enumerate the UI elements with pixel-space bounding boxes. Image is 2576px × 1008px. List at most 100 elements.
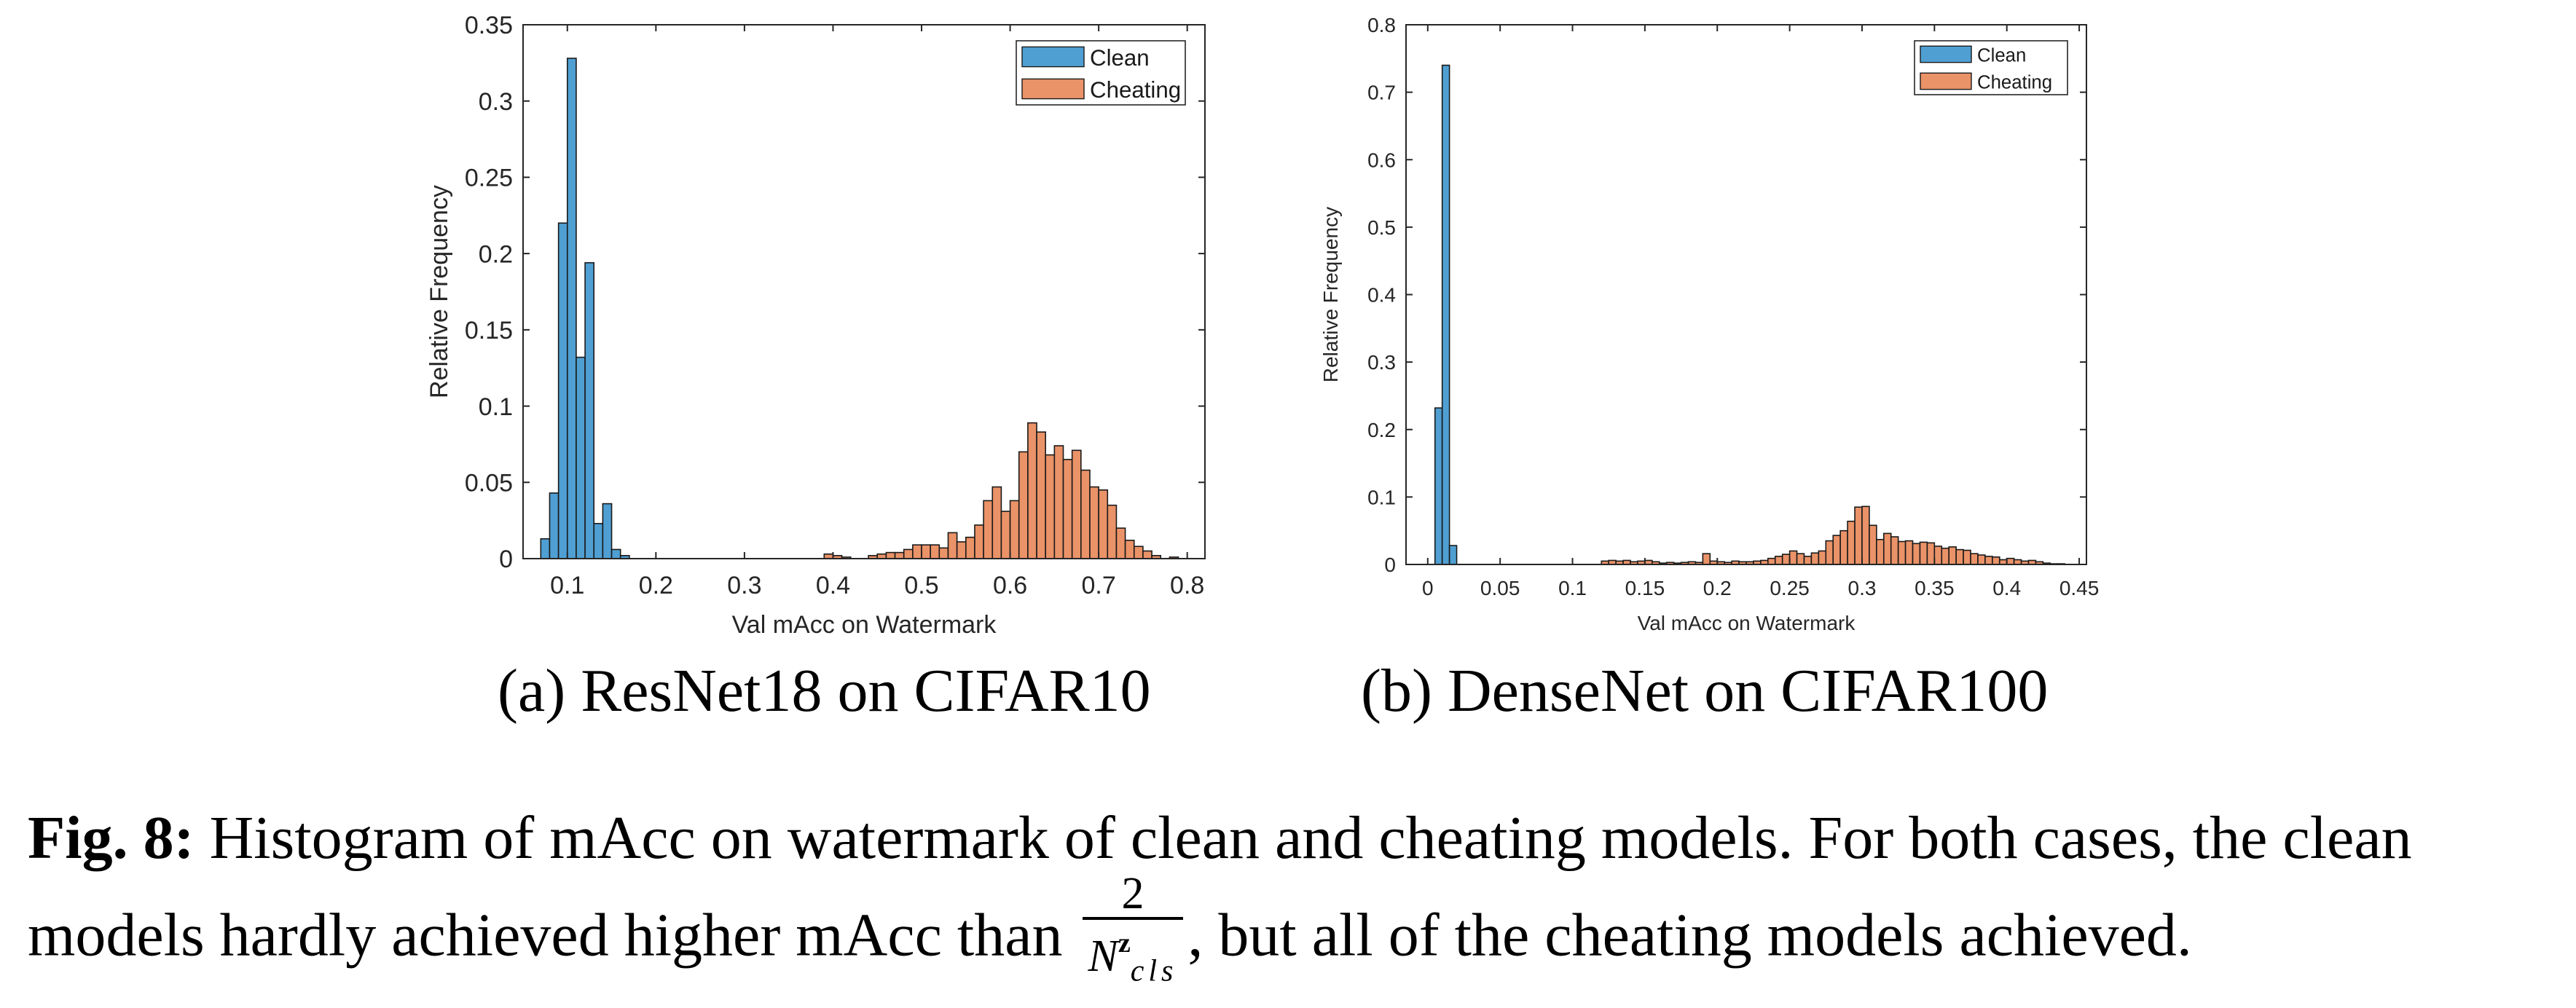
histogram-bar — [1124, 540, 1135, 559]
histogram-bar — [1977, 554, 1986, 565]
caption-text-before: Histogram of mAcc on watermark of clean … — [28, 804, 2412, 969]
histogram-bar — [991, 486, 1002, 559]
histogram-bar — [1984, 556, 1993, 565]
y-tick-label: 0.35 — [465, 12, 513, 39]
histogram-bar — [1963, 549, 1971, 565]
histogram-bar — [602, 503, 613, 559]
histogram-bar — [2006, 557, 2015, 565]
y-tick-label: 0.8 — [1367, 14, 1396, 36]
y-tick-label: 0.7 — [1367, 82, 1396, 104]
histogram-bar — [965, 536, 975, 559]
y-tick-label: 0.05 — [465, 470, 513, 497]
y-tick-label: 0.3 — [1367, 351, 1396, 374]
histogram-bar — [576, 356, 586, 559]
histogram-bar — [1053, 445, 1064, 559]
x-tick-label: 0.45 — [2059, 577, 2100, 599]
y-tick-label: 0.3 — [479, 88, 513, 116]
subcaption-b: (b) DenseNet on CIFAR100 — [1361, 657, 2049, 725]
histogram-bar — [1854, 506, 1863, 565]
y-axis-label: Relative Frequency — [425, 185, 453, 398]
histogram-bar — [1115, 527, 1126, 559]
histogram-bar — [557, 222, 568, 559]
histogram-bar — [1781, 554, 1791, 565]
axes-box — [522, 24, 1206, 559]
histogram-bar — [1803, 556, 1813, 565]
caption-fraction-numerator: 2 — [1082, 870, 1184, 920]
histogram-bar — [549, 492, 559, 559]
histogram-bar — [1818, 550, 1827, 565]
x-tick-label: 0.2 — [1703, 577, 1732, 599]
histogram-bar — [1098, 489, 1109, 559]
y-tick-label: 0 — [1384, 554, 1396, 576]
caption-fraction-sup: z — [1118, 928, 1131, 958]
histogram-bar — [903, 548, 914, 559]
x-tick-label: 0.5 — [904, 572, 938, 599]
figure: 0.1 0.2 0.3 0.4 0.5 0.6 0.7 0.8 0 0.05 0.1 0.15 0.2 0… — [425, 12, 2099, 639]
y-tick-label: 0.5 — [1367, 216, 1396, 239]
series-clean — [540, 58, 630, 559]
histogram-bar — [584, 261, 595, 559]
x-tick-label: 0.4 — [816, 572, 850, 599]
histogram-bar — [1774, 556, 1783, 565]
x-tick-label: 0.6 — [993, 572, 1027, 599]
caption-label: Fig. 8: — [28, 804, 195, 872]
histogram-bar — [610, 548, 621, 559]
histogram-bar — [1107, 504, 1118, 559]
histogram-bar — [1788, 550, 1798, 565]
x-tick-label: 0 — [1422, 577, 1434, 599]
histogram-bar — [1919, 541, 1928, 565]
histogram-bar — [1839, 529, 1848, 565]
legend-swatch-clean — [1920, 45, 1972, 63]
histogram-bar — [1897, 540, 1907, 565]
axes-box — [1405, 24, 2087, 565]
legend: Clean Cheating — [1914, 40, 2068, 95]
histogram-bar — [1955, 548, 1964, 565]
series-cheating — [823, 422, 1179, 559]
histogram-bar — [593, 523, 604, 559]
legend-swatch-cheating — [1920, 72, 1972, 90]
x-tick-label: 0.15 — [1625, 577, 1665, 599]
histogram-bar — [1702, 553, 1711, 565]
y-axis-label: Relative Frequency — [1319, 207, 1342, 382]
x-tick-label: 0.3 — [1848, 577, 1877, 599]
histogram-bar — [1045, 454, 1056, 559]
histogram-bar — [983, 500, 994, 559]
histogram-bar — [1036, 431, 1046, 559]
histogram-bar — [1448, 545, 1458, 565]
histogram-bar — [1948, 546, 1957, 565]
histogram-bar — [1133, 546, 1144, 559]
histogram-bar — [1441, 64, 1450, 565]
histogram-bar — [1970, 553, 1979, 565]
histogram-bar — [947, 532, 958, 559]
histogram-bar — [1071, 449, 1082, 559]
histogram-bar — [1027, 422, 1037, 559]
x-axis-label: Val mAcc on Watermark — [732, 611, 997, 639]
figure-svg: 0.1 0.2 0.3 0.4 0.5 0.6 0.7 0.8 0 0.05 0.1 0.15 0.2 0… — [425, 12, 2099, 639]
legend-label-cheating: Cheating — [1090, 77, 1181, 103]
caption-fraction-denominator: Nzcls — [1083, 920, 1184, 994]
y-tick-label: 0.2 — [479, 240, 513, 268]
histogram-bar — [1018, 451, 1029, 559]
histogram-bar — [1926, 542, 1936, 565]
caption-fraction-base: N — [1088, 932, 1118, 981]
legend-label-clean: Clean — [1977, 46, 2026, 66]
histogram-bar — [1089, 486, 1099, 559]
histogram-bar — [1009, 500, 1020, 559]
chart-b: 0 0.05 0.1 0.15 0.2 0.25 0.3 0.35 0.4 0.45 0 0.1 0.2… — [1319, 14, 2099, 634]
chart-a: 0.1 0.2 0.3 0.4 0.5 0.6 0.7 0.8 0 0.05 0.1 0.15 0.2 0… — [425, 12, 1206, 639]
x-axis-label: Val mAcc on Watermark — [1638, 612, 1856, 634]
histogram-bar — [1882, 532, 1892, 565]
x-tick-label: 0.1 — [550, 572, 584, 599]
x-tick-label: 0.7 — [1081, 572, 1115, 599]
y-tick-label: 0.1 — [479, 393, 513, 421]
figure-caption: Fig. 8: Histogram of mAcc on watermark o… — [28, 798, 2556, 1003]
histogram-bar — [1992, 556, 2000, 565]
y-tick-label: 0.25 — [465, 165, 513, 192]
x-tick-label: 0.05 — [1480, 577, 1520, 599]
histogram-bar — [1890, 536, 1899, 565]
histogram-bar — [540, 538, 551, 559]
legend-swatch-cheating — [1021, 78, 1085, 100]
histogram-bar — [930, 544, 941, 559]
histogram-bar — [1767, 557, 1776, 565]
x-tick-label: 0.1 — [1558, 577, 1587, 599]
